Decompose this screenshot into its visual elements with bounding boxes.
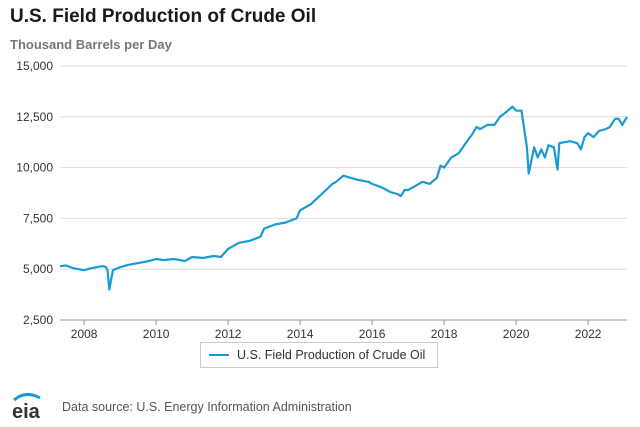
chart-title: U.S. Field Production of Crude Oil (10, 6, 317, 27)
x-tick-label: 2020 (503, 327, 530, 341)
y-tick-label: 2,500 (23, 313, 53, 327)
legend-swatch (209, 354, 229, 356)
eia-logo-text: eia (12, 401, 41, 422)
y-axis: 2,500 5,000 7,500 10,000 12,500 15,000 (16, 59, 53, 327)
series-line (59, 105, 628, 291)
x-axis: 2008 2010 2012 2014 2016 2018 2020 2022 (71, 320, 602, 341)
gridlines (60, 65, 627, 321)
legend[interactable]: U.S. Field Production of Crude Oil (200, 342, 438, 368)
data-source: Data source: U.S. Energy Information Adm… (62, 400, 352, 414)
y-tick-label: 10,000 (16, 161, 53, 175)
x-tick-label: 2008 (71, 327, 98, 341)
legend-label: U.S. Field Production of Crude Oil (237, 348, 426, 362)
x-tick-label: 2022 (575, 327, 602, 341)
x-tick-label: 2014 (287, 327, 314, 341)
x-tick-label: 2016 (359, 327, 386, 341)
x-tick-label: 2010 (143, 327, 170, 341)
chart-subtitle: Thousand Barrels per Day (10, 37, 172, 52)
eia-logo: eia (10, 392, 52, 423)
series-layer (59, 105, 628, 291)
y-tick-label: 5,000 (23, 262, 53, 276)
footer: eia Data source: U.S. Energy Information… (10, 392, 352, 423)
x-tick-label: 2018 (431, 327, 458, 341)
y-tick-label: 7,500 (23, 211, 53, 225)
y-tick-label: 15,000 (16, 59, 53, 73)
x-tick-label: 2012 (215, 327, 242, 341)
y-tick-label: 12,500 (16, 110, 53, 124)
